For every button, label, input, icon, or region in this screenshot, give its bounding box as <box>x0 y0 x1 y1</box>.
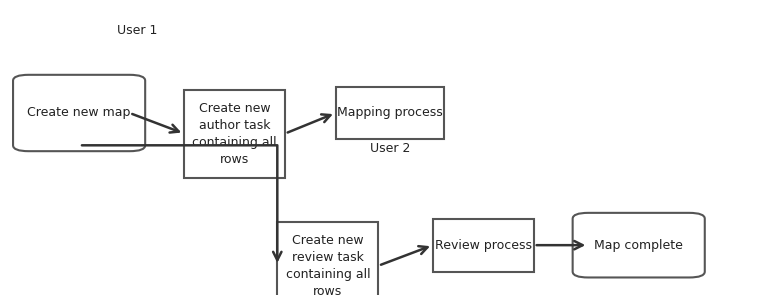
FancyBboxPatch shape <box>573 213 705 278</box>
Text: Create new map: Create new map <box>27 106 131 120</box>
Text: Create new
review task
containing all
rows: Create new review task containing all ro… <box>285 234 370 298</box>
Text: Mapping process: Mapping process <box>337 106 443 120</box>
Text: User 1: User 1 <box>117 24 158 37</box>
FancyBboxPatch shape <box>13 75 145 151</box>
Text: Map complete: Map complete <box>594 239 683 252</box>
FancyBboxPatch shape <box>184 89 285 178</box>
Text: User 2: User 2 <box>370 142 410 155</box>
FancyBboxPatch shape <box>335 87 445 139</box>
FancyBboxPatch shape <box>278 222 378 305</box>
FancyBboxPatch shape <box>433 219 534 271</box>
Text: Create new
author task
containing all
rows: Create new author task containing all ro… <box>192 102 277 166</box>
Text: Review process: Review process <box>434 239 532 252</box>
